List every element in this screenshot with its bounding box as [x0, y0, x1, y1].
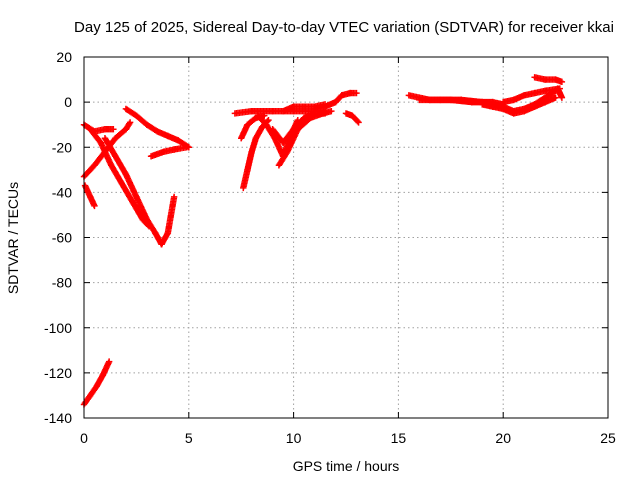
data-point-marker: [558, 78, 566, 86]
series-arc-7: [147, 144, 190, 160]
y-axis-label: SDTVAR / TECUs: [5, 182, 21, 294]
y-tick-label: -60: [52, 230, 72, 246]
data-point-marker: [265, 116, 272, 124]
x-tick-label: 0: [80, 430, 88, 446]
data-point-marker: [91, 202, 98, 210]
series-arc-16: [311, 89, 360, 113]
series-arc-6: [122, 105, 192, 151]
y-axis-ticks: 20 0 -20 -40 -60 -80 -100 -120 -140: [44, 49, 608, 426]
x-tick-label: 15: [391, 430, 407, 446]
x-tick-label: 25: [600, 430, 616, 446]
y-tick-label: 0: [64, 94, 72, 110]
y-tick-label: -80: [52, 275, 72, 291]
series-arc-14: [275, 107, 335, 169]
y-tick-label: 20: [56, 49, 72, 65]
series-arc-22: [531, 74, 566, 86]
data-point-marker: [354, 118, 361, 125]
data-point-marker: [126, 120, 133, 127]
plot-frame: [83, 56, 609, 419]
x-axis-label: GPS time / hours: [293, 458, 400, 474]
series-arc-17: [342, 110, 362, 126]
x-tick-label: 5: [185, 430, 193, 446]
x-tick-label: 10: [286, 430, 302, 446]
chart-title: Day 125 of 2025, Sidereal Day-to-day VTE…: [74, 19, 614, 36]
data-point-marker: [552, 94, 559, 101]
data-point-marker: [170, 193, 178, 201]
data-point-marker: [105, 358, 113, 365]
series-arc-1: [80, 121, 117, 135]
series-arc-5: [101, 135, 178, 248]
data-point-marker: [110, 126, 117, 133]
series-arc-8: [80, 358, 113, 408]
data-point-marker: [558, 94, 566, 101]
x-tick-label: 20: [495, 430, 511, 446]
y-tick-label: -140: [44, 410, 72, 426]
data-point-marker: [126, 119, 134, 126]
data-point-marker: [355, 119, 362, 126]
y-tick-label: -20: [52, 139, 72, 155]
data-series: [80, 74, 566, 408]
y-tick-label: -40: [52, 184, 72, 200]
series-arc-20: [479, 94, 559, 117]
data-point-marker: [328, 107, 335, 115]
data-point-marker: [183, 144, 190, 151]
y-tick-label: -120: [44, 365, 72, 381]
series-arc-21: [500, 85, 563, 106]
y-tick-label: -100: [44, 320, 72, 336]
data-point-marker: [353, 89, 360, 97]
series-arc-2: [81, 182, 98, 210]
grid: [84, 57, 608, 418]
series-arc-23: [554, 85, 566, 101]
